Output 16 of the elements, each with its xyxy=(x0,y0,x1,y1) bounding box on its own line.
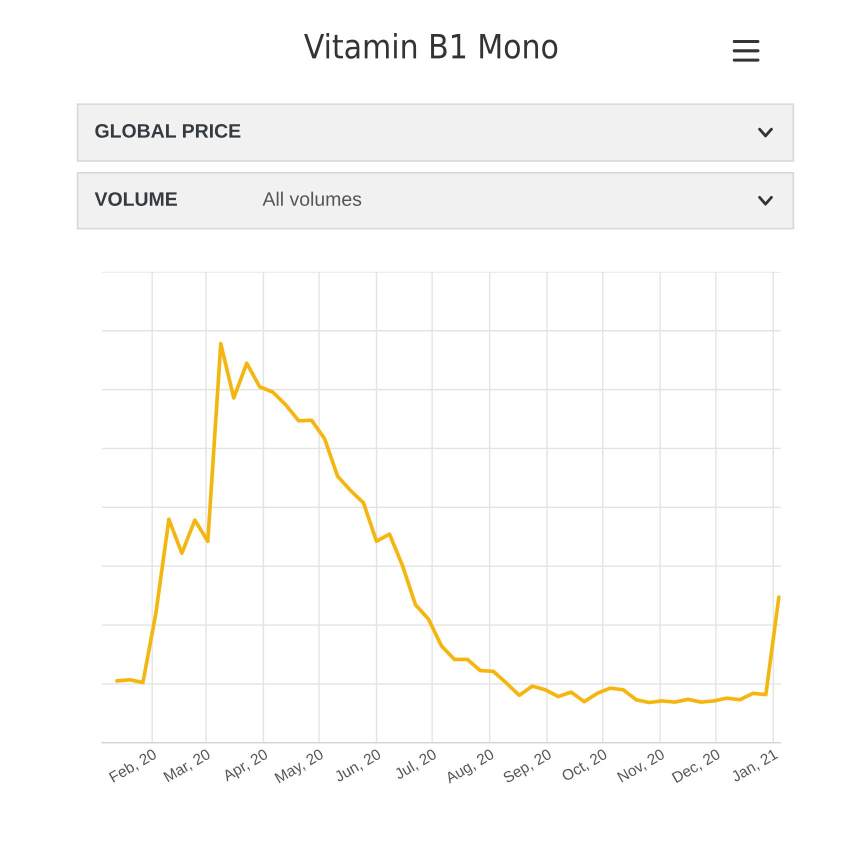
x-tick-label: Feb, 20 xyxy=(108,748,158,784)
x-tick-label: Dec, 20 xyxy=(672,748,722,785)
text: GLOBAL PRICE xyxy=(95,124,240,138)
x-tick-label: May, 20 xyxy=(274,748,326,786)
x-tick-label: Oct, 20 xyxy=(560,748,609,784)
x-tick-label: Sep, 20 xyxy=(502,748,554,786)
chart-title: Vitamin B1 Mono xyxy=(304,32,558,59)
x-tick-label: Jun, 20 xyxy=(334,748,383,784)
x-tick-label: Aug, 20 xyxy=(444,748,496,786)
x-tick-label: Mar, 20 xyxy=(163,748,212,784)
text: All volumes xyxy=(262,192,362,206)
x-tick-label: Jan, 21 xyxy=(730,748,780,784)
text: VOLUME xyxy=(94,192,177,206)
x-tick-label: Jul, 20 xyxy=(393,748,438,782)
x-tick-label: Apr, 20 xyxy=(222,748,270,784)
x-tick-label: Nov, 20 xyxy=(616,748,666,784)
